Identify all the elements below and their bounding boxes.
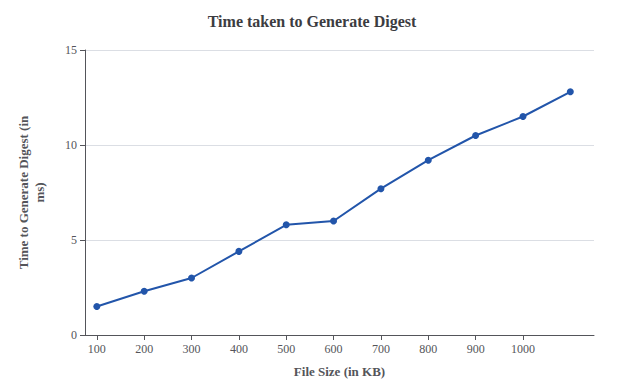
svg-text:200: 200 (135, 342, 153, 356)
svg-text:5: 5 (71, 233, 77, 247)
svg-text:100: 100 (88, 342, 106, 356)
svg-text:1000: 1000 (511, 342, 535, 356)
svg-text:15: 15 (65, 43, 77, 57)
svg-text:500: 500 (277, 342, 295, 356)
svg-text:File Size (in KB): File Size (in KB) (294, 364, 385, 379)
svg-text:700: 700 (372, 342, 390, 356)
svg-text:400: 400 (230, 342, 248, 356)
svg-text:ms): ms) (32, 182, 47, 202)
svg-text:300: 300 (183, 342, 201, 356)
svg-text:Time to Generate Digest (in: Time to Generate Digest (in (16, 115, 31, 269)
svg-text:10: 10 (65, 138, 77, 152)
svg-text:800: 800 (419, 342, 437, 356)
svg-text:Time taken to Generate Digest: Time taken to Generate Digest (208, 13, 417, 31)
svg-text:0: 0 (71, 328, 77, 342)
svg-text:600: 600 (325, 342, 343, 356)
svg-text:900: 900 (467, 342, 485, 356)
